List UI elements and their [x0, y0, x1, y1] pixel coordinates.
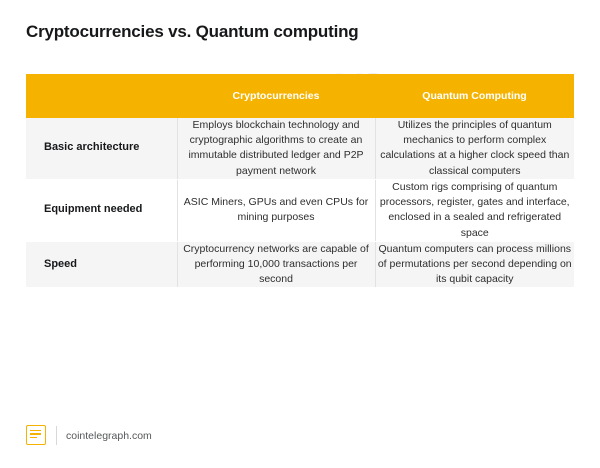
- row-quantum-basic-architecture: Utilizes the principles of quantum mecha…: [374, 118, 574, 180]
- footer-divider: [56, 426, 57, 445]
- row-crypto-basic-architecture: Employs blockchain technology and crypto…: [176, 118, 375, 180]
- row-label-speed: Speed: [26, 241, 177, 288]
- row-quantum-equipment-needed: Custom rigs comprising of quantum proces…: [374, 179, 574, 242]
- table-row: Speed Cryptocurrency networks are capabl…: [26, 241, 574, 288]
- table-header-quantum-computing-label: Quantum Computing: [422, 90, 527, 102]
- row-crypto-equipment-needed: ASIC Miners, GPUs and even CPUs for mini…: [176, 179, 375, 242]
- row-label-equipment-needed: Equipment needed: [26, 179, 177, 242]
- row-crypto-speed: Cryptocurrency networks are capable of p…: [176, 241, 375, 288]
- table-header-quantum-computing: Quantum Computing: [375, 74, 574, 118]
- table-row: Basic architecture Employs blockchain te…: [26, 118, 574, 180]
- table-header-blank: [26, 74, 177, 118]
- row-quantum-speed: Quantum computers can process millions o…: [374, 241, 574, 288]
- cointelegraph-logo-icon: [26, 425, 47, 446]
- footer: cointelegraph.com: [26, 425, 152, 446]
- comparison-table-wrapper: Cryptocurrencies Quantum Computing Basic…: [26, 74, 574, 288]
- page-title: Cryptocurrencies vs. Quantum computing: [26, 22, 359, 41]
- table-header-cryptocurrencies: Cryptocurrencies: [177, 74, 375, 118]
- table-header-cryptocurrencies-label: Cryptocurrencies: [232, 90, 320, 102]
- table-header-row: Cryptocurrencies Quantum Computing: [26, 74, 574, 118]
- footer-brand-label: cointelegraph.com: [66, 429, 152, 442]
- row-label-basic-architecture: Basic architecture: [26, 118, 177, 180]
- table-row: Equipment needed ASIC Miners, GPUs and e…: [26, 179, 574, 242]
- comparison-table: Cryptocurrencies Quantum Computing Basic…: [26, 74, 574, 288]
